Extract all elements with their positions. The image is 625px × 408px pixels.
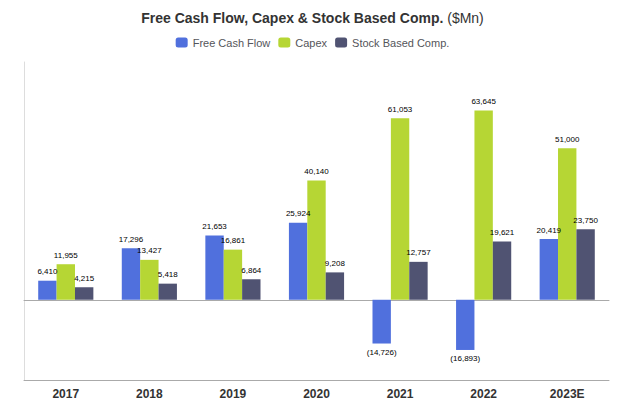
svg-text:6,410: 6,410	[37, 267, 58, 276]
svg-text:2020: 2020	[303, 387, 330, 401]
svg-text:2023E: 2023E	[550, 387, 585, 401]
svg-text:(14,726): (14,726)	[367, 348, 397, 357]
svg-text:Free Cash Flow: Free Cash Flow	[193, 37, 271, 49]
svg-text:6,864: 6,864	[241, 266, 262, 275]
svg-text:40,140: 40,140	[304, 167, 329, 176]
svg-text:21,653: 21,653	[202, 222, 227, 231]
svg-text:19,621: 19,621	[490, 228, 515, 237]
svg-text:25,924: 25,924	[286, 209, 311, 218]
svg-text:51,000: 51,000	[555, 135, 580, 144]
svg-text:Stock Based Comp.: Stock Based Comp.	[352, 37, 449, 49]
svg-text:($Mn): ($Mn)	[443, 10, 483, 26]
svg-text:2018: 2018	[136, 387, 163, 401]
svg-text:2022: 2022	[470, 387, 497, 401]
svg-text:13,427: 13,427	[137, 246, 162, 255]
svg-text:2017: 2017	[52, 387, 79, 401]
svg-text:61,053: 61,053	[388, 105, 413, 114]
svg-text:Free Cash Flow, Capex & Stock: Free Cash Flow, Capex & Stock Based Comp…	[141, 10, 443, 26]
svg-text:5,418: 5,418	[158, 270, 179, 279]
svg-text:20,419: 20,419	[537, 226, 562, 235]
svg-text:2021: 2021	[387, 387, 414, 401]
svg-text:Capex: Capex	[295, 37, 327, 49]
svg-text:4,215: 4,215	[74, 274, 95, 283]
svg-text:9,208: 9,208	[325, 259, 346, 268]
svg-text:16,861: 16,861	[221, 236, 246, 245]
svg-text:11,955: 11,955	[54, 251, 78, 260]
svg-text:23,750: 23,750	[573, 216, 598, 225]
svg-text:17,296: 17,296	[119, 235, 144, 244]
svg-text:63,645: 63,645	[471, 97, 496, 106]
svg-text:2019: 2019	[220, 387, 247, 401]
svg-text:(16,893): (16,893)	[450, 354, 480, 363]
svg-text:12,757: 12,757	[406, 248, 431, 257]
